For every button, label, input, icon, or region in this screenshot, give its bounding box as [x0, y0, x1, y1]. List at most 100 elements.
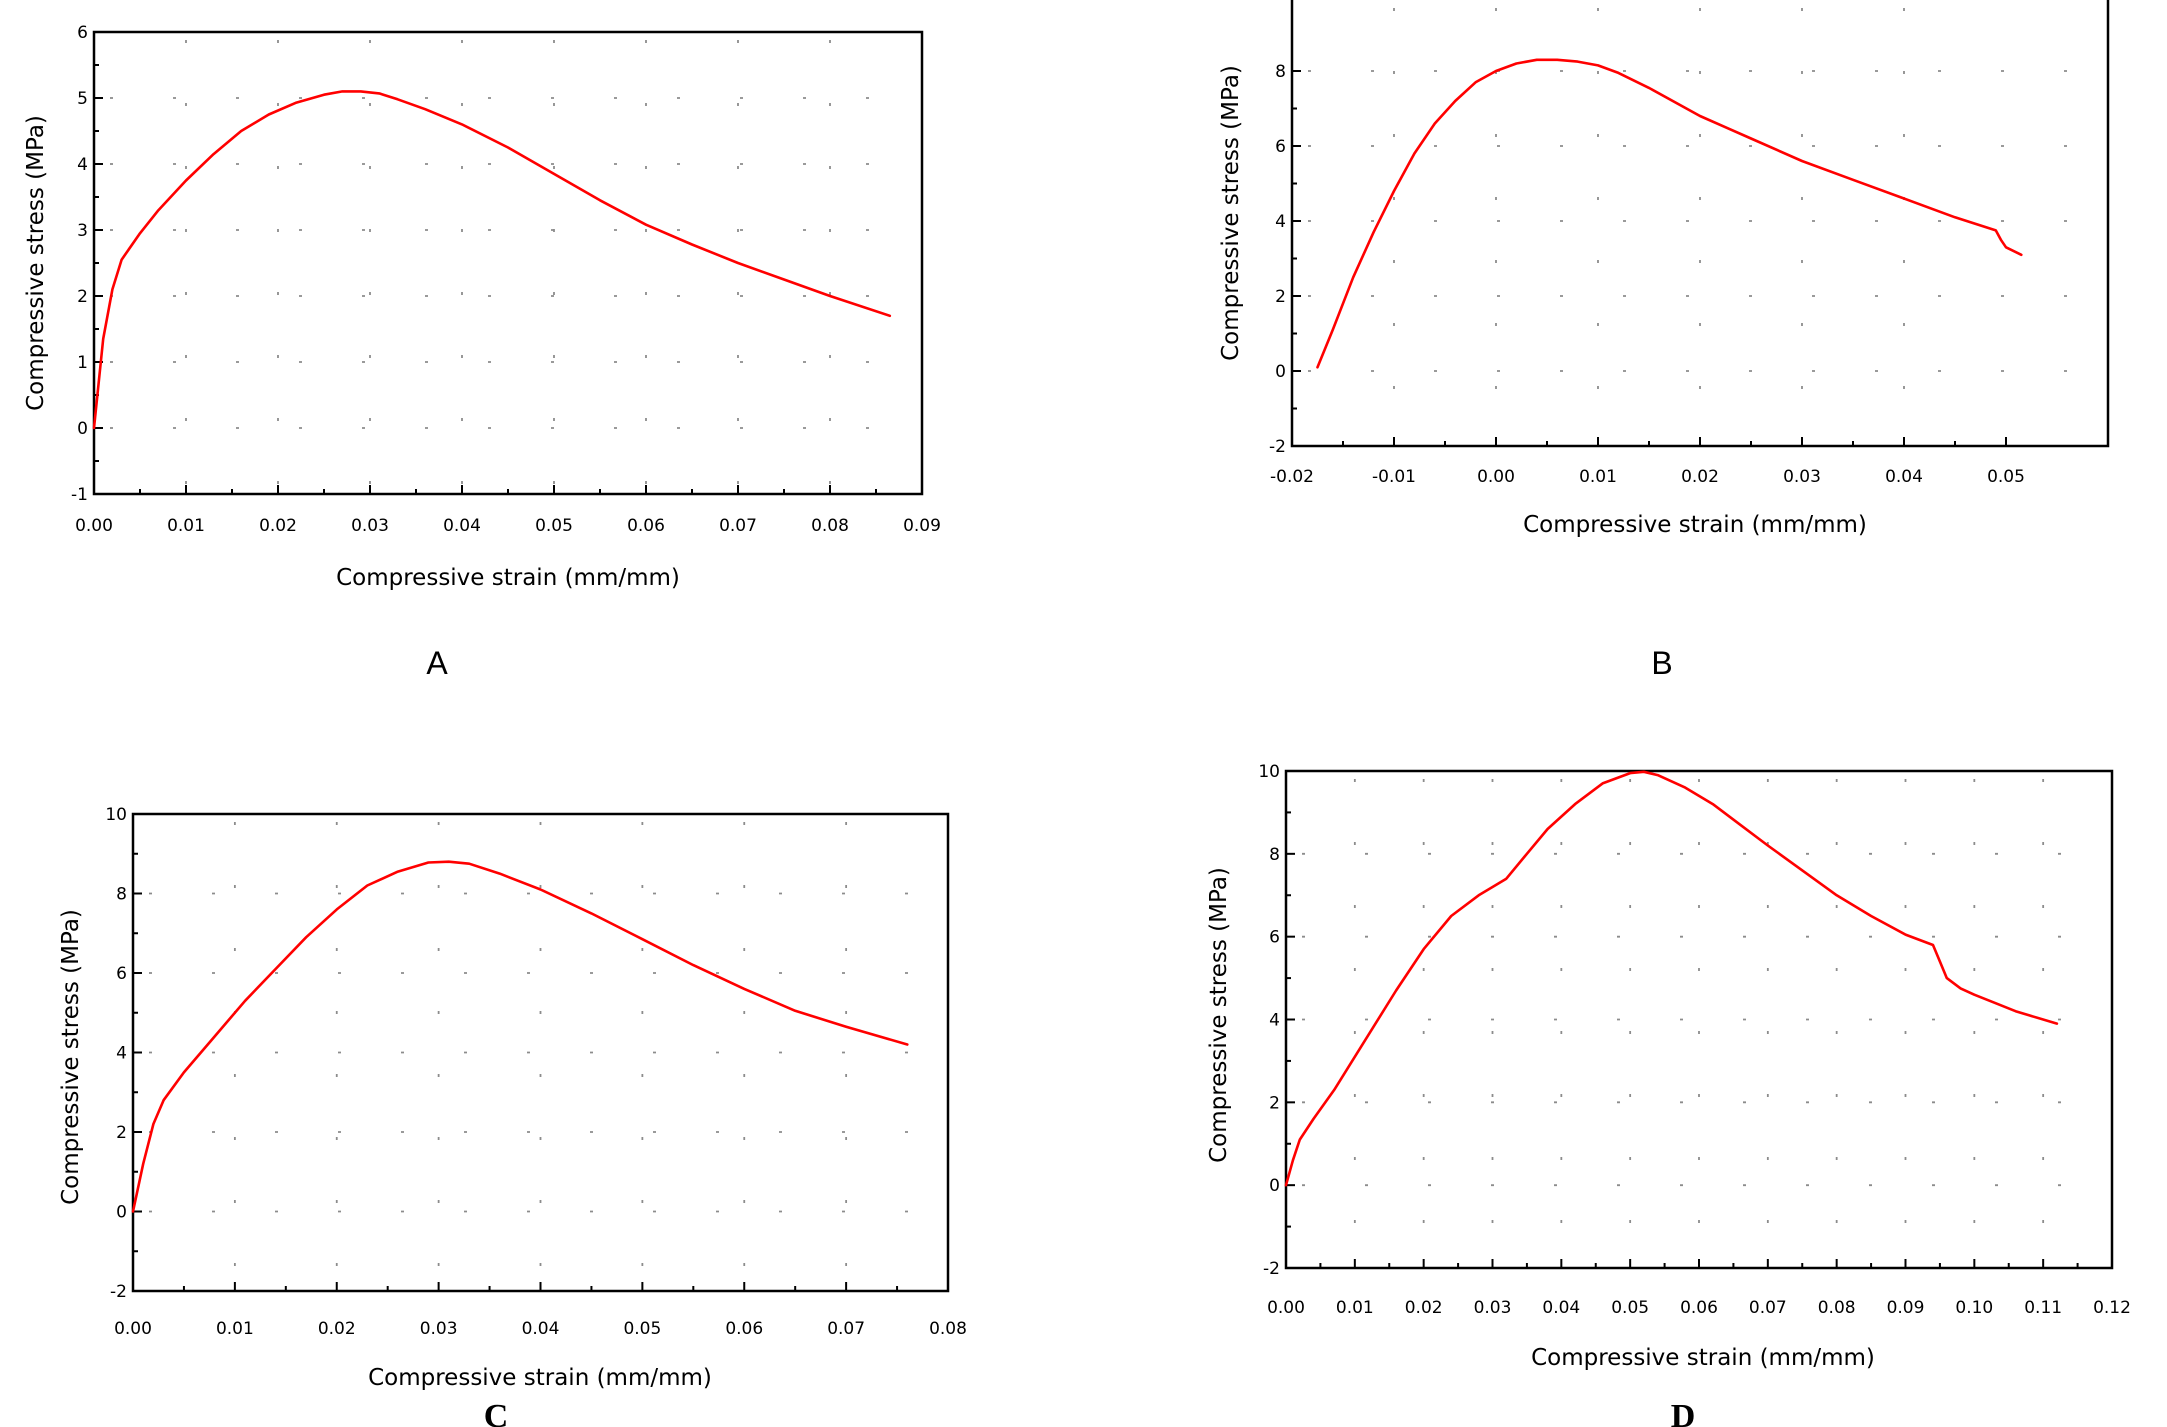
xtick-label-a: 0.01	[167, 516, 205, 536]
xtick-label-d: 0.07	[1749, 1298, 1787, 1318]
x-axis-label-a: Compressive strain (mm/mm)	[336, 565, 680, 591]
xtick-labels-a: 0.00 0.01 0.02 0.03 0.04 0.05 0.06 0.07 0.08 0.09	[75, 516, 941, 536]
ytick-label-c: 8	[116, 885, 127, 905]
ticks-d	[1285, 770, 2113, 1269]
ytick-label-c: 0	[116, 1203, 127, 1223]
xtick-label-c: 0.01	[216, 1319, 254, 1339]
plot-frame-b	[1290, 0, 2110, 448]
xtick-label-d: 0.03	[1474, 1298, 1512, 1318]
xtick-label-a: 0.08	[811, 516, 849, 536]
ytick-labels-d: -2 0 2 4 6 8 10	[1258, 762, 1280, 1279]
xtick-label-a: 0.06	[627, 516, 665, 536]
xtick-label-d: 0.02	[1405, 1298, 1443, 1318]
ytick-label-d: 0	[1269, 1176, 1280, 1196]
ytick-label-c: 2	[116, 1123, 127, 1143]
panel-label-b: B	[1651, 645, 1672, 681]
ytick-label-c: -2	[110, 1282, 127, 1302]
xtick-labels-d: 0.00 0.01 0.02 0.03 0.04 0.05 0.06 0.07 0.08 0.09…	[1267, 1298, 2131, 1318]
xtick-label-b: 0.00	[1477, 467, 1515, 487]
series-line-c	[131, 860, 909, 1213]
xtick-label-d: 0.12	[2093, 1298, 2131, 1318]
ytick-label-b: 0	[1275, 362, 1286, 382]
ytick-label-d: 4	[1269, 1011, 1280, 1031]
ytick-label-b: 4	[1275, 212, 1286, 232]
chart-panel-c: 0.00 0.01 0.02 0.03 0.04 0.05 0.06 0.07 0.08 -2 0…	[58, 805, 967, 1391]
panel-label-d: D	[1671, 1398, 1696, 1427]
x-axis-label-c: Compressive strain (mm/mm)	[368, 1365, 712, 1391]
xtick-label-b: 0.05	[1987, 467, 2025, 487]
xtick-label-d: 0.01	[1336, 1298, 1374, 1318]
ytick-label-c: 10	[105, 805, 127, 825]
plot-frame-a	[92, 30, 924, 496]
xtick-label-a: 0.07	[719, 516, 757, 536]
ticks-b	[1291, 70, 2007, 447]
x-axis-label-b: Compressive strain (mm/mm)	[1523, 512, 1867, 538]
ytick-label-d: 10	[1258, 762, 1280, 782]
xtick-label-d: 0.06	[1680, 1298, 1718, 1318]
xtick-label-b: 0.02	[1681, 467, 1719, 487]
xtick-label-d: 0.00	[1267, 1298, 1305, 1318]
xtick-label-c: 0.08	[929, 1319, 967, 1339]
xtick-label-c: 0.02	[318, 1319, 356, 1339]
ytick-label-b: 8	[1275, 62, 1286, 82]
ticks-a	[93, 31, 923, 495]
xtick-label-c: 0.03	[420, 1319, 458, 1339]
xtick-label-b: 0.01	[1579, 467, 1617, 487]
ytick-label-a: 5	[77, 89, 88, 109]
xtick-label-b: -0.01	[1372, 467, 1416, 487]
ticks-c	[132, 813, 949, 1292]
ytick-label-c: 6	[116, 964, 127, 984]
chart-panel-a: 0.00 0.01 0.02 0.03 0.04 0.05 0.06 0.07 0.08 0.09…	[23, 23, 941, 591]
xtick-label-c: 0.04	[522, 1319, 560, 1339]
xtick-label-c: 0.05	[623, 1319, 661, 1339]
xtick-label-c: 0.07	[827, 1319, 865, 1339]
xtick-label-c: 0.06	[725, 1319, 763, 1339]
y-axis-label-c: Compressive stress (MPa)	[58, 909, 84, 1205]
ytick-labels-c: -2 0 2 4 6 8 10	[105, 805, 127, 1302]
xtick-label-a: 0.00	[75, 516, 113, 536]
series-line-a	[92, 90, 892, 430]
ytick-labels-a: -1 0 1 2 3 4 5 6	[71, 23, 88, 505]
ytick-label-a: 4	[77, 155, 88, 175]
y-axis-label-b: Compressive stress (MPa)	[1218, 65, 1244, 361]
xtick-label-b: 0.04	[1885, 467, 1923, 487]
y-axis-label-a: Compressive stress (MPa)	[23, 115, 49, 411]
ytick-label-c: 4	[116, 1044, 127, 1064]
y-axis-label-d: Compressive stress (MPa)	[1206, 867, 1232, 1163]
ytick-label-a: 2	[77, 287, 88, 307]
panel-label-a: A	[426, 645, 448, 681]
series-line-b	[1316, 58, 2023, 369]
xtick-label-a: 0.03	[351, 516, 389, 536]
plot-frame-d	[1284, 769, 2114, 1270]
ytick-label-a: 3	[77, 221, 88, 241]
gridlines-d	[1302, 779, 2112, 1268]
xtick-label-a: 0.04	[443, 516, 481, 536]
xtick-label-b: 0.03	[1783, 467, 1821, 487]
xtick-label-a: 0.02	[259, 516, 297, 536]
xtick-label-d: 0.11	[2024, 1298, 2062, 1318]
ytick-label-a: 6	[77, 23, 88, 43]
chart-panel-d: 0.00 0.01 0.02 0.03 0.04 0.05 0.06 0.07 0.08 0.09…	[1206, 762, 2131, 1371]
ytick-label-d: 6	[1269, 928, 1280, 948]
chart-panel-b: -0.02 -0.01 0.00 0.01 0.02 0.03 0.04 0.05 -2 0 2 4…	[1218, 0, 2110, 538]
ytick-label-b: 2	[1275, 287, 1286, 307]
xtick-labels-b: -0.02 -0.01 0.00 0.01 0.02 0.03 0.04 0.05	[1270, 467, 2025, 487]
xtick-label-b: -0.02	[1270, 467, 1314, 487]
xtick-label-a: 0.05	[535, 516, 573, 536]
xtick-labels-c: 0.00 0.01 0.02 0.03 0.04 0.05 0.06 0.07 0.08	[114, 1319, 967, 1339]
ytick-label-b: -2	[1269, 437, 1286, 457]
x-axis-label-d: Compressive strain (mm/mm)	[1531, 1345, 1875, 1371]
xtick-label-d: 0.05	[1611, 1298, 1649, 1318]
ytick-label-d: 2	[1269, 1093, 1280, 1113]
gridlines-a	[110, 40, 922, 494]
ytick-label-d: -2	[1263, 1259, 1280, 1279]
xtick-label-d: 0.09	[1887, 1298, 1925, 1318]
ytick-label-a: 0	[77, 419, 88, 439]
xtick-label-d: 0.10	[1955, 1298, 1993, 1318]
xtick-label-d: 0.08	[1818, 1298, 1856, 1318]
ytick-label-d: 8	[1269, 845, 1280, 865]
xtick-label-c: 0.00	[114, 1319, 152, 1339]
ytick-label-b: 6	[1275, 137, 1286, 157]
xtick-label-d: 0.04	[1542, 1298, 1580, 1318]
ytick-label-a: 1	[77, 353, 88, 373]
